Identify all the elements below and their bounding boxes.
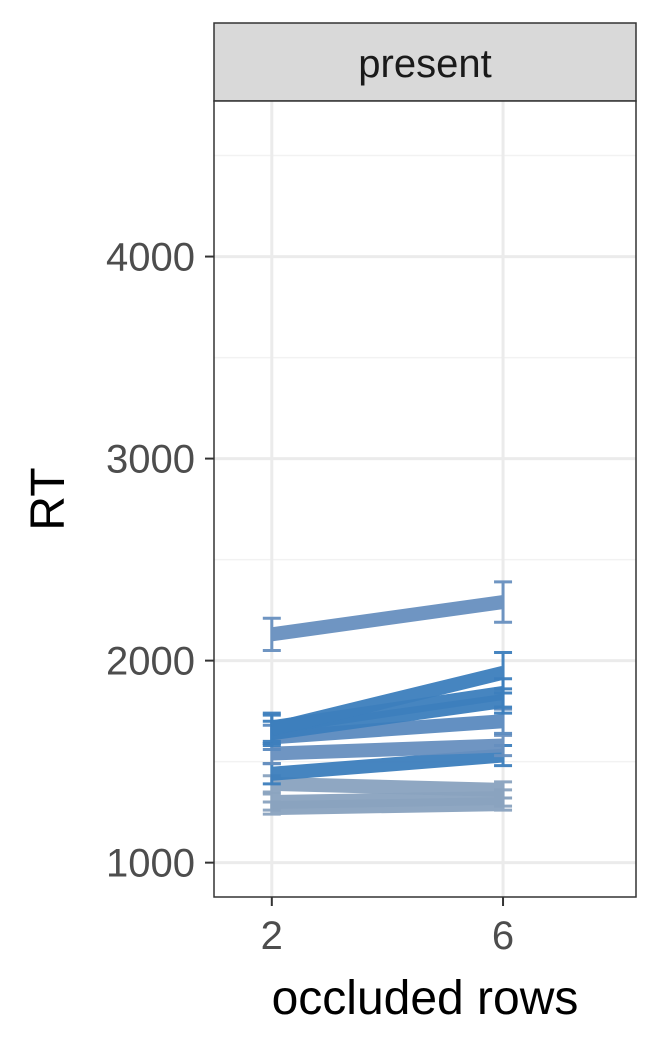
facet-strip <box>213 22 637 102</box>
series-2 <box>262 651 513 745</box>
x-tick-label: 2 <box>261 914 283 958</box>
series-line <box>271 791 504 810</box>
series-line <box>271 748 504 781</box>
x-axis-title: occluded rows <box>272 972 579 1025</box>
series-8 <box>262 774 513 800</box>
y-tick-label: 1000 <box>106 842 195 886</box>
x-tick-label: 6 <box>492 914 514 958</box>
facet-strip-label: present <box>358 42 491 86</box>
series-line <box>271 776 504 797</box>
panel-border <box>213 100 637 898</box>
series-1 <box>262 580 513 653</box>
y-tick-label: 4000 <box>106 236 195 280</box>
y-axis-title: RT <box>22 467 75 530</box>
series-line <box>270 665 505 737</box>
y-tick-label: 2000 <box>106 640 195 684</box>
y-tick-label: 3000 <box>106 438 195 482</box>
series-line <box>270 595 505 642</box>
data-series <box>262 580 513 816</box>
series-line <box>271 738 504 761</box>
y-axis: 1000 2000 3000 4000 <box>106 236 214 886</box>
